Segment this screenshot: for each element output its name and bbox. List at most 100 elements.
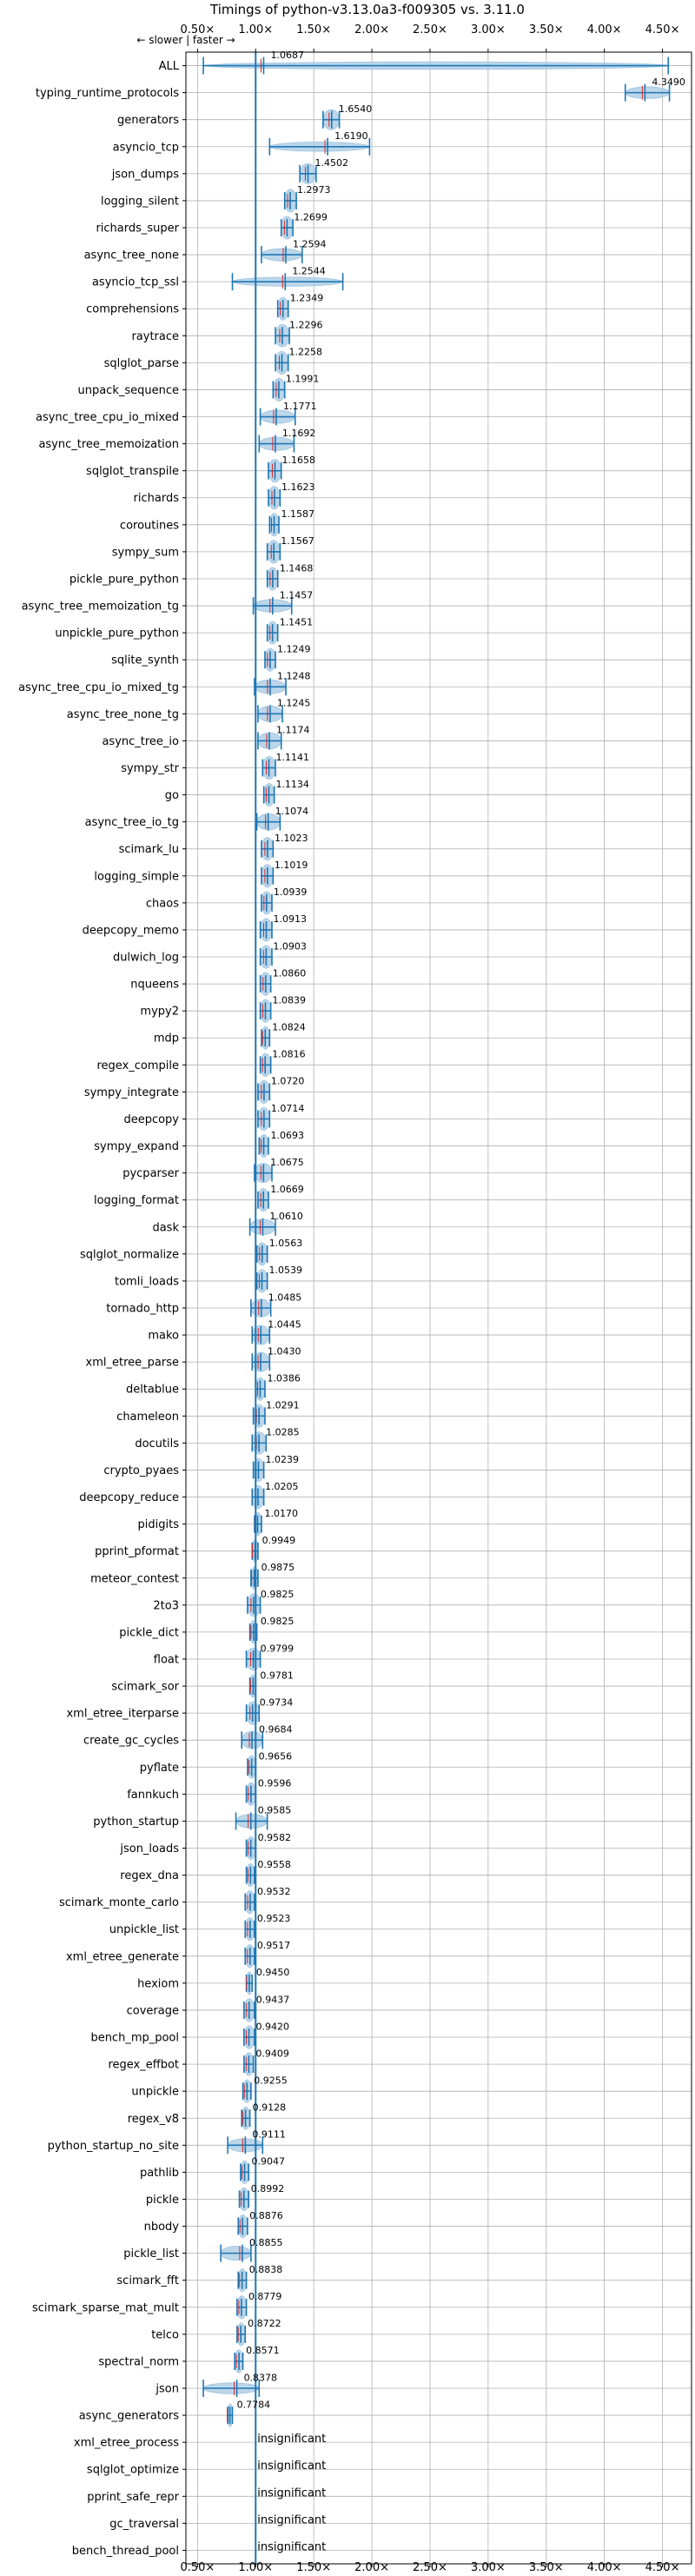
value-label: 4.3490 <box>652 76 685 88</box>
benchmark-name: nqueens <box>130 979 179 992</box>
benchmark-name: pickle_list <box>123 2247 179 2261</box>
value-label: 0.8876 <box>249 2210 283 2221</box>
value-label: 1.2349 <box>290 293 324 304</box>
value-label: 1.1141 <box>276 752 310 763</box>
value-label: 1.1023 <box>275 833 308 844</box>
x-tick-label-top: 1.50× <box>296 23 331 37</box>
value-label: 1.1134 <box>275 779 309 790</box>
benchmark-name: pyflate <box>140 1762 179 1775</box>
benchmark-name: chameleon <box>116 1411 179 1424</box>
value-label: 1.2296 <box>289 320 323 331</box>
benchmark-name: async_generators <box>79 2410 180 2423</box>
benchmark-name: async_tree_none_tg <box>67 708 179 721</box>
value-label: 1.1074 <box>275 806 309 817</box>
value-label: 1.4502 <box>315 157 349 169</box>
value-label: 1.2973 <box>297 184 331 196</box>
value-label: 1.0903 <box>273 940 307 952</box>
benchmark-name: scimark_sparse_mat_mult <box>32 2301 179 2314</box>
value-label: 1.1249 <box>277 643 311 654</box>
benchmark-name: mdp <box>154 1032 179 1046</box>
value-label: 1.0913 <box>273 913 307 925</box>
benchmark-name: hexiom <box>137 1977 179 1990</box>
benchmark-name: scimark_fft <box>116 2274 179 2287</box>
benchmark-name: fannkuch <box>127 1789 179 1802</box>
x-tick-label-bottom: 2.00× <box>354 2561 389 2573</box>
value-label: 0.9585 <box>258 1805 292 1816</box>
value-label: 0.9255 <box>254 2075 288 2086</box>
x-tick-label-top: 2.00× <box>354 23 389 37</box>
value-label: 1.0720 <box>271 1076 305 1087</box>
benchmark-name: richards <box>134 492 180 505</box>
violin-layer <box>202 56 671 2427</box>
value-label: 1.0714 <box>271 1103 305 1114</box>
value-label: 0.9825 <box>261 1589 295 1600</box>
value-label: 0.9949 <box>262 1535 296 1546</box>
value-label: 0.9656 <box>259 1751 293 1763</box>
value-label: 0.9517 <box>257 1940 291 1951</box>
value-label: 1.1019 <box>275 860 308 871</box>
x-tick-label-bottom: 3.50× <box>529 2561 564 2573</box>
benchmark-name: sqlglot_normalize <box>80 1248 179 1261</box>
benchmark-name: asyncio_tcp_ssl <box>92 276 179 289</box>
x-tick-label-bottom: 1.00× <box>238 2561 273 2573</box>
value-label: 0.8779 <box>248 2291 282 2302</box>
benchmark-name: pathlib <box>140 2167 179 2180</box>
x-tick-label-bottom: 2.50× <box>413 2561 447 2573</box>
benchmark-name: coroutines <box>120 519 179 532</box>
benchmark-name: sympy_sum <box>112 546 179 559</box>
benchmark-name: raytrace <box>131 330 179 343</box>
benchmark-name: async_tree_none <box>84 249 179 262</box>
value-label: 1.0239 <box>265 1454 299 1465</box>
insignificant-label: insignificant <box>257 2540 326 2553</box>
benchmark-name: sqlglot_parse <box>104 357 179 370</box>
value-label: 1.1991 <box>286 374 320 385</box>
benchmark-name: python_startup <box>93 1816 179 1829</box>
value-label: 0.9558 <box>257 1859 291 1870</box>
speed-hint: ← slower | faster → <box>136 34 235 46</box>
value-label: 0.9111 <box>252 2129 286 2141</box>
benchmark-name: scimark_monte_carlo <box>59 1896 179 1909</box>
benchmark-name: dulwich_log <box>113 952 179 965</box>
benchmark-name: deltablue <box>126 1384 179 1397</box>
benchmark-name: pidigits <box>138 1518 180 1531</box>
value-label: 1.0445 <box>268 1318 301 1330</box>
value-label: 1.2544 <box>292 265 326 276</box>
value-label: 1.1468 <box>280 562 314 574</box>
value-label: 1.1248 <box>277 671 311 682</box>
benchmark-name: float <box>154 1653 179 1666</box>
benchmark-name: sympy_str <box>121 762 179 775</box>
benchmark-name: coverage <box>127 2004 179 2017</box>
benchmark-name: richards_super <box>96 222 179 235</box>
chart-title: Timings of python-v3.13.0a3-f009305 vs. … <box>209 2 525 17</box>
value-label: 0.9420 <box>256 2021 290 2032</box>
value-label: 0.9799 <box>261 1643 295 1654</box>
benchmark-name: logging_format <box>94 1194 179 1207</box>
value-label: 1.0687 <box>270 50 304 61</box>
benchmark-name: nbody <box>144 2221 180 2234</box>
benchmark-name: mypy2 <box>140 1006 179 1019</box>
benchmark-name: pycparser <box>122 1167 179 1180</box>
benchmark-name: meteor_contest <box>90 1572 179 1585</box>
benchmark-name: unpickle_pure_python <box>55 627 179 641</box>
benchmark-name: comprehensions <box>86 303 179 316</box>
x-tick-label-top: 0.50× <box>180 23 215 37</box>
value-label: 1.6540 <box>339 103 373 115</box>
value-label: 0.8855 <box>249 2237 283 2248</box>
value-label: 0.9684 <box>259 1724 293 1736</box>
benchmark-name: chaos <box>146 897 179 910</box>
benchmark-name: go <box>165 789 179 802</box>
benchmark-name: scimark_lu <box>119 843 179 856</box>
value-label: 1.0563 <box>269 1238 303 1249</box>
value-label: 0.9781 <box>260 1670 294 1681</box>
benchmark-name: dask <box>152 1221 179 1234</box>
benchmark-name: pickle <box>146 2194 179 2207</box>
benchmark-name: deepcopy <box>123 1113 179 1126</box>
x-tick-label-bottom: 4.00× <box>587 2561 622 2573</box>
benchmark-name: telco <box>151 2328 179 2341</box>
benchmark-name: typing_runtime_protocols <box>36 87 179 100</box>
benchmark-name: asyncio_tcp <box>113 141 179 154</box>
value-label: 1.1451 <box>280 616 314 627</box>
benchmark-name: json_dumps <box>111 168 179 181</box>
value-label: 0.8838 <box>249 2264 283 2275</box>
benchmark-name: async_tree_io <box>102 735 179 748</box>
